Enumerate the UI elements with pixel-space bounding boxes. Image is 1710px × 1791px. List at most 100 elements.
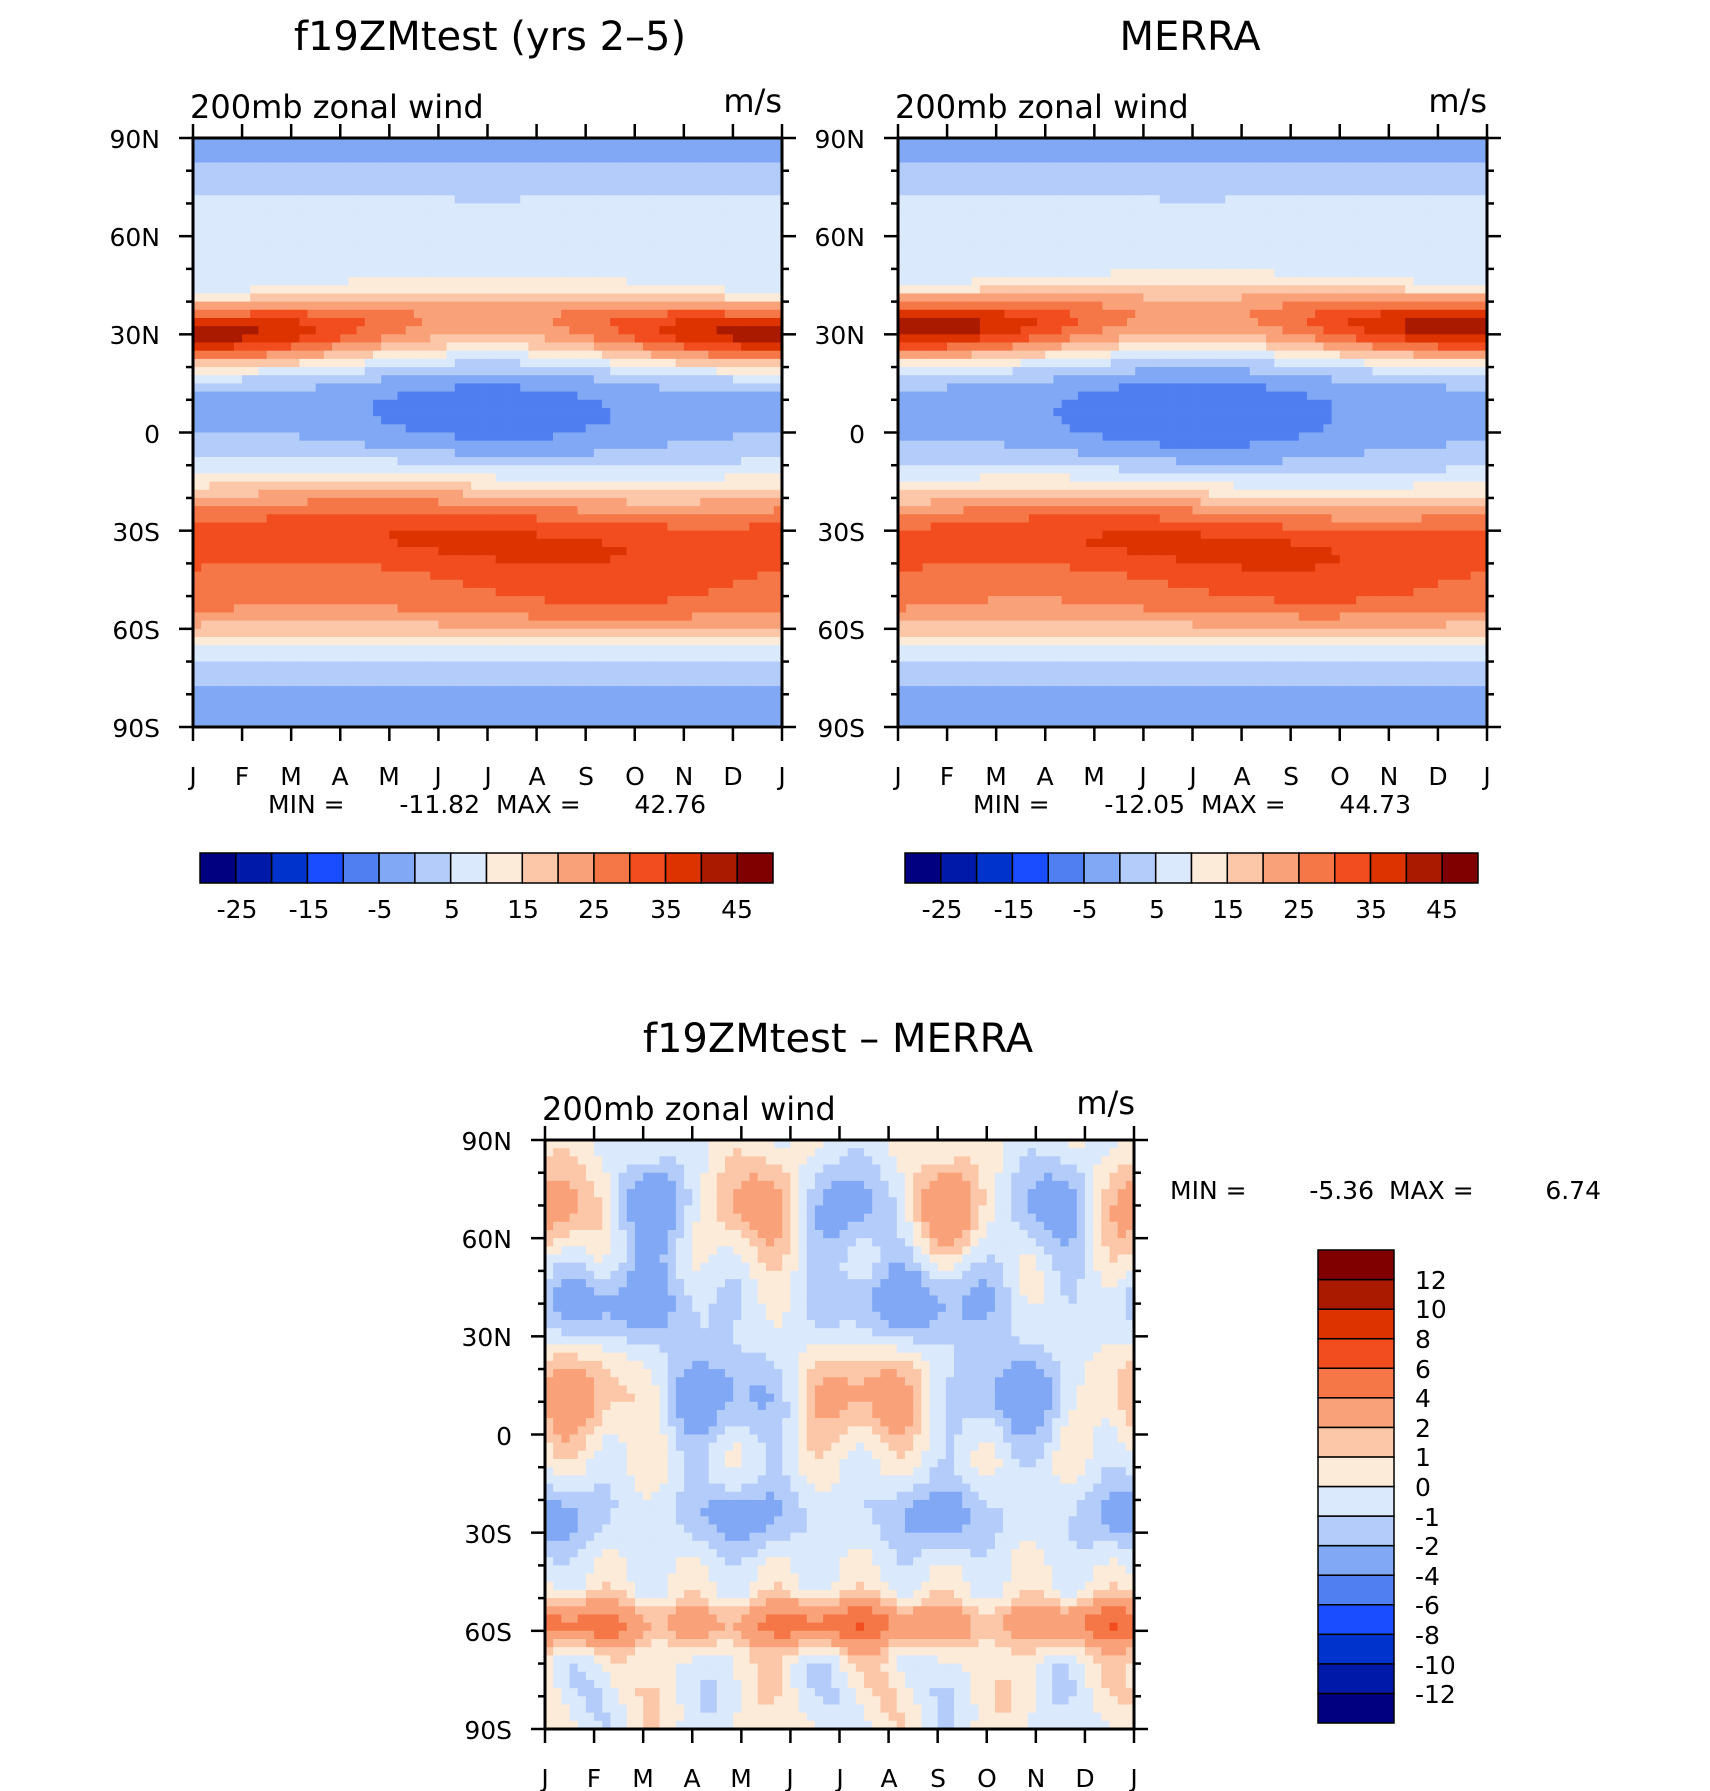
contour-cell <box>389 162 399 172</box>
contour-cell <box>201 506 210 515</box>
contour-cell <box>340 244 350 254</box>
contour-cell <box>430 277 440 286</box>
contour-cell <box>732 195 742 205</box>
contour-cell <box>422 424 431 434</box>
contour-cell <box>389 146 399 155</box>
contour-cell <box>389 260 399 270</box>
contour-cell <box>323 547 333 556</box>
contour-cell <box>683 489 693 499</box>
contour-cell <box>372 342 382 352</box>
contour-cell <box>708 154 718 164</box>
contour-cell <box>634 612 644 622</box>
contour-cell <box>683 334 693 344</box>
contour-cell <box>724 686 734 695</box>
contour-cell <box>765 497 775 507</box>
contour-cell <box>503 522 513 532</box>
contour-cell <box>520 465 529 474</box>
contour-cell <box>405 146 415 155</box>
contour-cell <box>430 465 440 474</box>
contour-cell <box>667 203 677 213</box>
contour-cell <box>258 260 268 270</box>
contour-cell <box>716 530 726 540</box>
contour-cell <box>438 432 448 442</box>
contour-cell <box>397 178 407 188</box>
contour-cell <box>749 178 759 188</box>
contour-cell <box>724 162 734 172</box>
contour-cell <box>634 383 644 393</box>
contour-cell <box>667 219 677 229</box>
contour-cell <box>634 187 644 196</box>
contour-cell <box>348 260 358 270</box>
contour-cell <box>274 399 284 409</box>
contour-cell <box>422 489 431 499</box>
contour-cell <box>642 465 652 474</box>
contour-cell <box>332 563 341 573</box>
contour-cell <box>209 506 219 515</box>
contour-cell <box>528 506 538 515</box>
contour-cell <box>193 571 202 581</box>
contour-cell <box>266 440 276 450</box>
contour-cell <box>708 497 718 507</box>
contour-cell <box>462 293 472 303</box>
contour-cell <box>757 293 767 303</box>
contour-cell <box>340 424 350 434</box>
contour-cell <box>536 465 546 474</box>
contour-cell <box>291 702 300 712</box>
contour-cell <box>741 596 750 605</box>
contour-cell <box>282 154 292 164</box>
contour-cell <box>618 694 628 704</box>
contour-cell <box>675 195 685 205</box>
contour-cell <box>446 407 456 417</box>
contour-cell <box>242 211 251 221</box>
contour-cell <box>266 637 276 646</box>
contour-cell <box>201 457 210 466</box>
contour-cell <box>413 407 423 417</box>
contour-cell <box>274 514 284 524</box>
contour-cell <box>225 489 235 499</box>
contour-cell <box>626 457 636 466</box>
contour-cell <box>749 669 759 679</box>
contour-cell <box>356 628 366 638</box>
contour-cell <box>520 628 529 638</box>
contour-cell <box>348 530 358 540</box>
contour-cell <box>495 138 505 147</box>
contour-cell <box>773 407 783 417</box>
contour-cell <box>626 571 636 581</box>
contour-cell <box>544 367 554 376</box>
contour-cell <box>340 702 350 712</box>
contour-cell <box>209 628 219 638</box>
contour-cell <box>242 187 251 196</box>
contour-cell <box>389 293 399 303</box>
contour-cell <box>773 645 783 654</box>
contour-cell <box>634 563 644 573</box>
contour-cell <box>217 497 227 507</box>
contour-cell <box>495 563 505 573</box>
contour-cell <box>610 620 619 630</box>
contour-cell <box>757 440 767 450</box>
contour-cell <box>569 285 579 295</box>
contour-cell <box>307 138 317 147</box>
contour-cell <box>454 661 464 671</box>
contour-cell <box>642 538 652 548</box>
contour-cell <box>233 367 243 376</box>
contour-cell <box>585 187 595 196</box>
contour-cell <box>552 563 562 573</box>
contour-cell <box>683 448 693 458</box>
contour-cell <box>602 579 611 589</box>
contour-cell <box>708 661 718 671</box>
contour-cell <box>602 178 611 188</box>
contour-cell <box>193 587 202 597</box>
contour-cell <box>430 448 440 458</box>
contour-cell <box>487 686 497 695</box>
contour-cell <box>757 465 767 474</box>
contour-cell <box>430 203 440 213</box>
contour-cell <box>266 432 276 442</box>
contour-cell <box>692 399 701 409</box>
contour-cell <box>258 334 268 344</box>
contour-cell <box>626 342 636 352</box>
contour-cell <box>282 424 292 434</box>
contour-cell <box>454 367 464 376</box>
contour-cell <box>626 416 636 425</box>
contour-cell <box>217 367 227 376</box>
contour-cell <box>626 555 636 564</box>
